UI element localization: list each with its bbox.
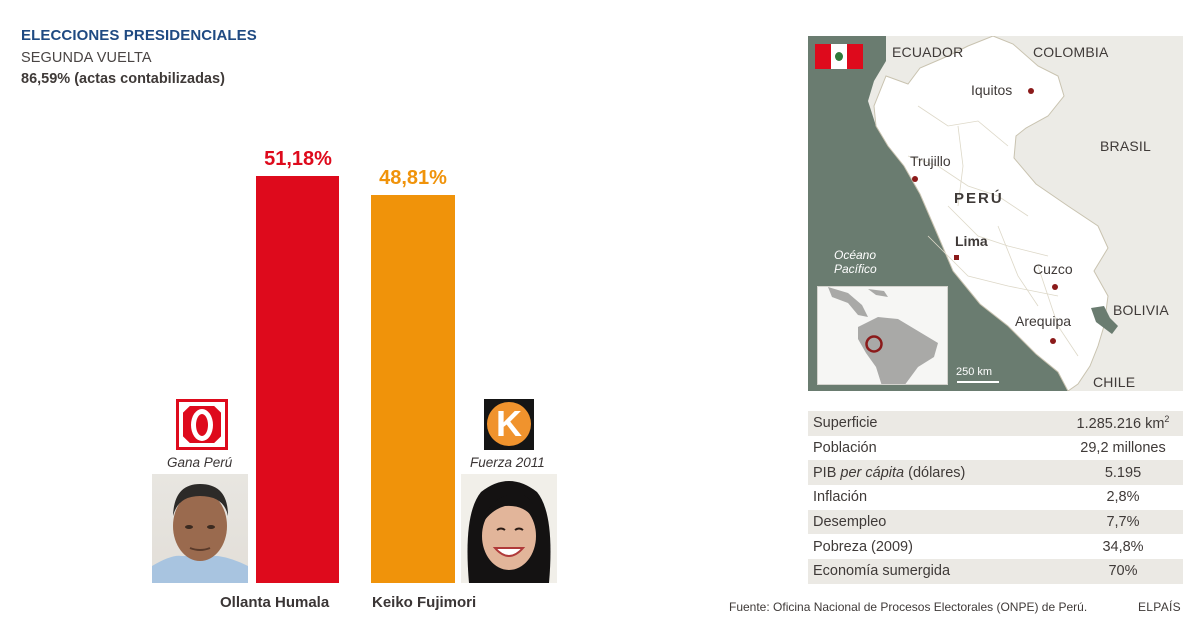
stat-value: 70%	[1108, 563, 1138, 580]
stat-label: Inflación	[813, 489, 868, 506]
bar-humala	[256, 176, 339, 583]
map-label-lima: Lima	[955, 233, 988, 249]
map-scale-bar	[957, 381, 999, 383]
counted-percentage: 86,59% (actas contabilizadas)	[21, 71, 225, 87]
city-dot-arequipa	[1050, 338, 1056, 344]
map-label-cuzco: Cuzco	[1033, 261, 1073, 277]
fuerza-2011-logo-icon: K	[484, 399, 534, 450]
bar-fujimori	[371, 195, 455, 583]
brand-logo: ELPAÍS	[1138, 600, 1181, 614]
city-dot-trujillo	[912, 176, 918, 182]
map-label-bolivia: BOLIVIA	[1113, 302, 1169, 318]
party-name-gana-peru: Gana Perú	[167, 455, 233, 470]
map-label-peru: PERÚ	[954, 190, 1004, 207]
stat-row-desempleo: Desempleo 7,7%	[808, 509, 1183, 535]
map-label-iquitos: Iquitos	[971, 82, 1013, 98]
stat-value: 29,2 millones	[1080, 440, 1166, 457]
city-dot-cuzco	[1052, 284, 1058, 290]
chart-subtitle: SEGUNDA VUELTA	[21, 50, 152, 66]
map-label-trujillo: Trujillo	[910, 153, 951, 169]
map-label-colombia: COLOMBIA	[1033, 44, 1109, 60]
stat-row-pobreza: Pobreza (2009) 34,8%	[808, 534, 1183, 559]
candidate-name-humala: Ollanta Humala	[220, 594, 330, 611]
stat-row-inflacion: Inflación 2,8%	[808, 485, 1183, 510]
stat-label: Población	[813, 440, 877, 457]
stat-value: 7,7%	[1106, 514, 1140, 531]
stat-row-pib: PIB per cápita (dólares) 5.195	[808, 460, 1183, 486]
source-note: Fuente: Oficina Nacional de Procesos Ele…	[729, 600, 1088, 614]
stat-label: Pobreza (2009)	[813, 538, 913, 555]
stat-row-economia-sumergida: Economía sumergida 70%	[808, 559, 1183, 584]
stat-label: PIB per cápita (dólares)	[813, 464, 966, 481]
peru-map: ECUADOR COLOMBIA BRASIL BOLIVIA CHILE PE…	[808, 36, 1183, 391]
chart-title: ELECCIONES PRESIDENCIALES	[21, 27, 257, 44]
map-scale-label: 250 km	[956, 366, 993, 378]
stat-value: 1.285.216 km2	[1076, 414, 1170, 433]
candidate-photo-fujimori	[461, 474, 557, 583]
map-label-ecuador: ECUADOR	[892, 44, 964, 60]
peru-flag-icon	[815, 44, 863, 69]
candidate-photo-humala	[152, 474, 248, 583]
city-dot-iquitos	[1028, 88, 1034, 94]
candidate-name-fujimori: Keiko Fujimori	[372, 594, 477, 611]
map-label-arequipa: Arequipa	[1015, 313, 1072, 329]
bar-value-label-humala: 51,18%	[264, 148, 332, 170]
stat-label: Desempleo	[813, 514, 887, 531]
stat-label: Superficie	[813, 415, 878, 432]
party-name-fuerza-2011: Fuerza 2011	[470, 455, 545, 470]
stat-row-poblacion: Población 29,2 millones	[808, 436, 1183, 461]
gana-peru-logo-icon	[176, 399, 228, 450]
stat-label: Economía sumergida	[813, 563, 951, 580]
map-label-brasil: BRASIL	[1100, 138, 1151, 154]
map-label-chile: CHILE	[1093, 374, 1136, 390]
stat-value: 34,8%	[1102, 538, 1144, 555]
country-stats-table: Superficie 1.285.216 km2 Población 29,2 …	[808, 411, 1183, 584]
locator-inset-map	[817, 286, 948, 385]
map-label-ocean: Océano Pacífico	[834, 248, 877, 276]
capital-marker-lima	[953, 254, 960, 261]
stat-value: 2,8%	[1106, 489, 1140, 506]
bar-value-label-fujimori: 48,81%	[379, 167, 447, 189]
stat-value: 5.195	[1104, 464, 1142, 481]
stat-row-superficie: Superficie 1.285.216 km2	[808, 411, 1183, 436]
